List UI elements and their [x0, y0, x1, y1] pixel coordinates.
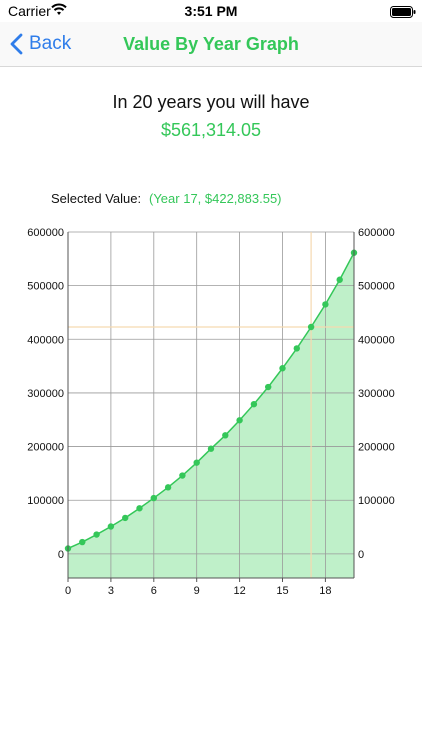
total-value: $561,314.05: [160, 120, 262, 140]
x-tick-label: 12: [233, 585, 245, 597]
status-bar: Carrier 3:51 PM: [0, 0, 422, 22]
selected-value: (Year 17, $422,883.55): [149, 191, 282, 206]
y-tick-label-left: 500000: [27, 281, 64, 293]
status-time: 3:51 PM: [184, 3, 238, 19]
y-tick-label-left: 100000: [27, 495, 64, 507]
data-point: [236, 417, 243, 424]
y-tick-label-right: 500000: [358, 281, 395, 293]
selected-value-label: Selected Value:: [51, 191, 142, 206]
data-point: [164, 484, 172, 491]
data-point: [150, 494, 157, 502]
y-tick-label-right: 100000: [358, 495, 395, 507]
value-by-year-chart[interactable]: 0 0 100000 100000 200000 200000 300000 300000 40…: [0, 215, 422, 605]
x-tick-label: 0: [65, 585, 71, 597]
data-point: [136, 505, 143, 512]
data-point: [193, 459, 200, 466]
page-title: Value By Year Graph: [123, 34, 299, 54]
data-point: [79, 538, 86, 546]
y-tick-label-right: 400000: [358, 334, 395, 346]
data-point: [322, 301, 329, 308]
data-point: [293, 345, 300, 352]
back-button[interactable]: Back: [10, 30, 71, 58]
data-point: [122, 514, 129, 522]
y-tick-label-left: 300000: [27, 388, 64, 400]
data-point: [336, 276, 343, 283]
data-point: [250, 400, 258, 408]
y-tick-label-right: 300000: [358, 388, 395, 400]
battery-icon: [390, 5, 416, 18]
wifi-icon: [51, 3, 67, 19]
y-tick-label-left: 0: [58, 549, 64, 561]
back-label: Back: [29, 33, 72, 54]
data-point: [93, 531, 100, 538]
y-tick-label-right: 200000: [358, 442, 395, 454]
x-tick-label: 6: [151, 585, 157, 597]
navigation-bar: Back Value By Year Graph: [0, 22, 422, 67]
y-tick-label-left: 400000: [27, 334, 64, 346]
y-tick-label-right: 0: [358, 549, 364, 561]
summary-headline: In 20 years you will have: [112, 92, 310, 112]
data-point: [265, 383, 272, 391]
x-tick-label: 3: [108, 585, 114, 597]
x-tick-label: 18: [319, 585, 331, 597]
chevron-left-icon: [10, 33, 23, 55]
data-point: [179, 472, 186, 479]
y-tick-label-left: 200000: [27, 442, 64, 454]
data-point: [207, 445, 215, 452]
data-point: [107, 523, 115, 530]
x-tick-label: 9: [194, 585, 200, 597]
y-tick-label-left: 600000: [27, 227, 64, 239]
data-point: [222, 432, 229, 439]
data-point: [279, 365, 286, 372]
x-tick-label: 15: [276, 585, 288, 597]
data-point: [307, 323, 315, 331]
y-tick-label-right: 600000: [358, 227, 395, 239]
carrier-label: Carrier: [8, 3, 51, 19]
